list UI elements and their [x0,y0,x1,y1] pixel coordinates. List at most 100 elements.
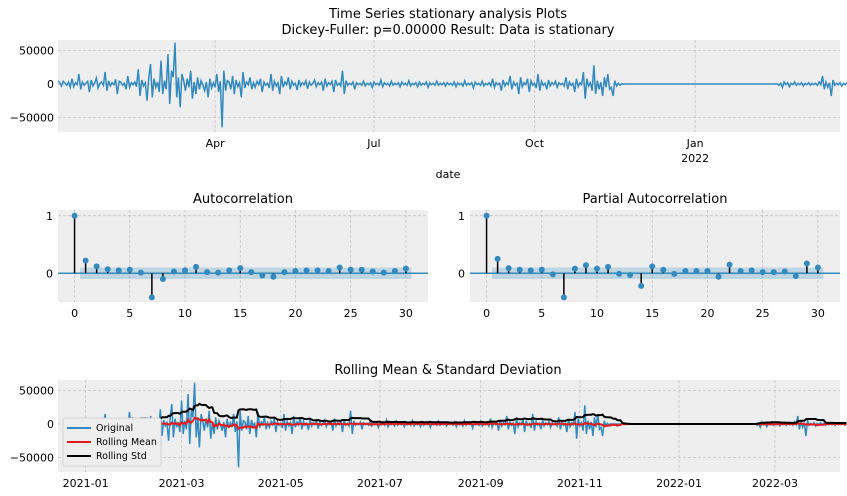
stem-point [281,269,288,276]
y-tick-label: 50000 [19,45,54,58]
stem-point [369,268,376,275]
time-series-line [57,42,847,128]
stem-point [93,263,100,270]
stem-point [759,269,766,276]
rolling-marks: 50000 0 −50000 2021-01 2021-03 2021-05 2021-07… [10,380,847,490]
time-series-ticks: 50000 0 −50000 Apr Jul Oct Jan 2022 [10,45,709,165]
stem-point [737,267,744,274]
y-tick-label: −50000 [10,451,54,464]
x-tick-year-label: 2022 [681,152,709,165]
pacf-plot-area [470,210,840,302]
x-tick-label: 30 [399,307,413,320]
stem-point [682,267,689,274]
pacf-title: Partial Autocorrelation [583,192,728,207]
stem-point [649,263,656,270]
stem-point [126,266,133,273]
stem-point [391,267,398,274]
x-tick-label: 20 [288,307,302,320]
stem-point [715,273,722,280]
stem-point [549,271,556,278]
stem-point [527,267,534,274]
stem-point [792,273,799,280]
stem-point [270,273,277,280]
x-tick-label: Apr [206,137,226,150]
x-tick-label: 10 [590,307,604,320]
stem-point [159,276,166,282]
legend-box [62,417,162,467]
x-tick-label: 2022-03 [752,477,798,490]
x-tick-label: 2021-05 [258,477,304,490]
x-tick-label: 15 [233,307,247,320]
y-tick-label: 50000 [19,385,54,398]
y-tick-label: −50000 [10,111,54,124]
x-tick-label: 20 [700,307,714,320]
x-tick-label: 2021-11 [557,477,603,490]
stem-point [137,269,144,276]
x-tick-label: 25 [344,307,358,320]
stem-point [627,271,634,278]
stem-point [104,266,111,273]
stem-point [204,269,211,276]
y-tick-label: 0 [46,267,53,280]
stem-point [505,265,512,272]
x-tick-label: Oct [525,137,545,150]
x-axis-label: date [436,168,461,181]
acf-plot-area [58,210,428,302]
rolling-plot-area [58,380,840,472]
stem-point [516,266,523,273]
stem-point [770,269,777,276]
stem-point [605,263,612,270]
stem-point [82,257,89,264]
stem-point [693,267,700,274]
stem-point [215,269,222,276]
stem-point [726,261,733,268]
stem-point [538,266,545,273]
y-tick-label: 0 [47,418,54,431]
stem-point [814,264,821,271]
chart-subtitle: Dickey-Fuller: p=0.00000 Result: Data is… [282,23,615,38]
x-tick-label: 0 [71,307,78,320]
legend-rolling-std-label: Rolling Std [96,451,147,462]
stem-point [616,270,623,277]
stem-point [594,265,601,272]
x-tick-label: 30 [811,307,825,320]
stem-point [314,267,321,274]
x-tick-label: 2021-03 [159,477,205,490]
stem-point [781,268,788,275]
stem-point [336,264,343,271]
stem-point [248,269,255,276]
stem-point [671,270,678,277]
stem-point [193,263,200,270]
y-tick-label: 1 [46,210,53,223]
x-tick-label: 25 [756,307,770,320]
stem-point [402,265,409,272]
stem-point [347,266,354,273]
stem-point [571,265,578,272]
chart-title: Time Series stationary analysis Plots [328,7,567,22]
legend-original-label: Original [96,423,133,434]
stem-point [380,269,387,276]
x-tick-label: 2021-07 [357,477,403,490]
stem-point [358,266,365,273]
rolling-title: Rolling Mean & Standard Deviation [334,363,561,378]
legend: Original Rolling Mean Rolling Std [62,417,162,467]
stem-point [660,266,667,273]
y-tick-label: 0 [458,267,465,280]
stem-point [748,267,755,274]
stem-point [483,212,490,219]
stem-point [182,267,189,274]
stem-point [237,265,244,272]
time-series-panel: 50000 0 −50000 Apr Jul Oct Jan 2022 date [10,40,847,181]
stem-point [325,267,332,274]
x-tick-label: 2021-09 [458,477,504,490]
y-tick-label: 1 [458,210,465,223]
x-tick-label: Jan [686,137,704,150]
x-tick-label: 2022-01 [656,477,702,490]
stem-point [115,267,122,274]
stem-point [71,212,78,219]
stem-point [704,267,711,274]
